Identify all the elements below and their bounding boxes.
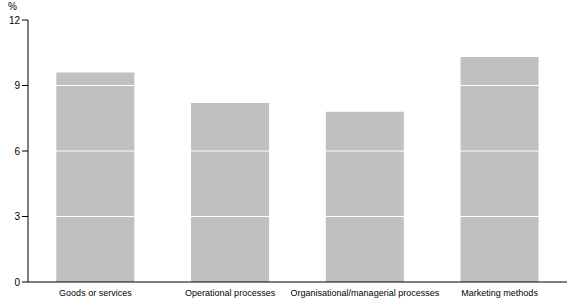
- svg-text:Goods or services: Goods or services: [59, 288, 132, 298]
- svg-text:Marketing methods: Marketing methods: [461, 288, 538, 298]
- svg-text:12: 12: [9, 15, 21, 26]
- svg-text:Operational processes: Operational processes: [185, 288, 276, 298]
- svg-text:6: 6: [14, 146, 20, 157]
- svg-text:Organisational/managerial proc: Organisational/managerial processes: [291, 288, 440, 298]
- svg-text:9: 9: [14, 80, 20, 91]
- svg-text:0: 0: [14, 277, 20, 288]
- svg-text:3: 3: [14, 211, 20, 222]
